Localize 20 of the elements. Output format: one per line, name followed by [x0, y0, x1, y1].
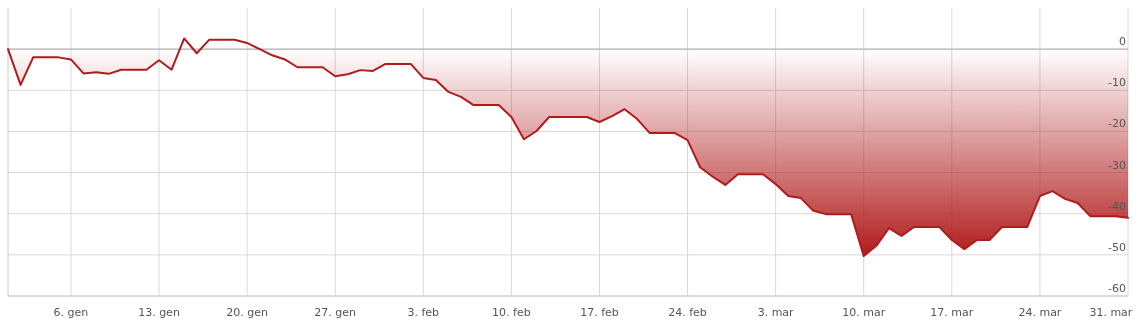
x-tick-label: 27. gen: [314, 306, 357, 319]
y-tick-label: 0: [1119, 35, 1126, 49]
x-tick-label: 10. feb: [492, 306, 531, 319]
x-tick-label: 3. mar: [757, 306, 795, 319]
y-tick-label: -60: [1108, 282, 1126, 295]
x-tick-label: 13. gen: [138, 306, 180, 319]
x-tick-label: 24. mar: [1018, 306, 1062, 319]
y-tick-label: -20: [1108, 117, 1126, 131]
y-tick-label: -30: [1108, 158, 1126, 172]
y-tick-label: -10: [1108, 76, 1126, 90]
x-tick-label: 10. mar: [842, 306, 886, 319]
y-tick-label: -50: [1108, 240, 1126, 254]
x-tick-label: 31. mar: [1089, 306, 1133, 319]
x-tick-label: 17. mar: [930, 306, 974, 319]
x-tick-label: 3. feb: [407, 306, 440, 319]
x-tick-label: 24. feb: [668, 306, 707, 319]
x-tick-label: 6. gen: [53, 306, 89, 319]
y-tick-label: -40: [1108, 199, 1126, 213]
x-tick-label: 17. feb: [580, 306, 619, 319]
x-tick-label: 20. gen: [226, 306, 268, 319]
